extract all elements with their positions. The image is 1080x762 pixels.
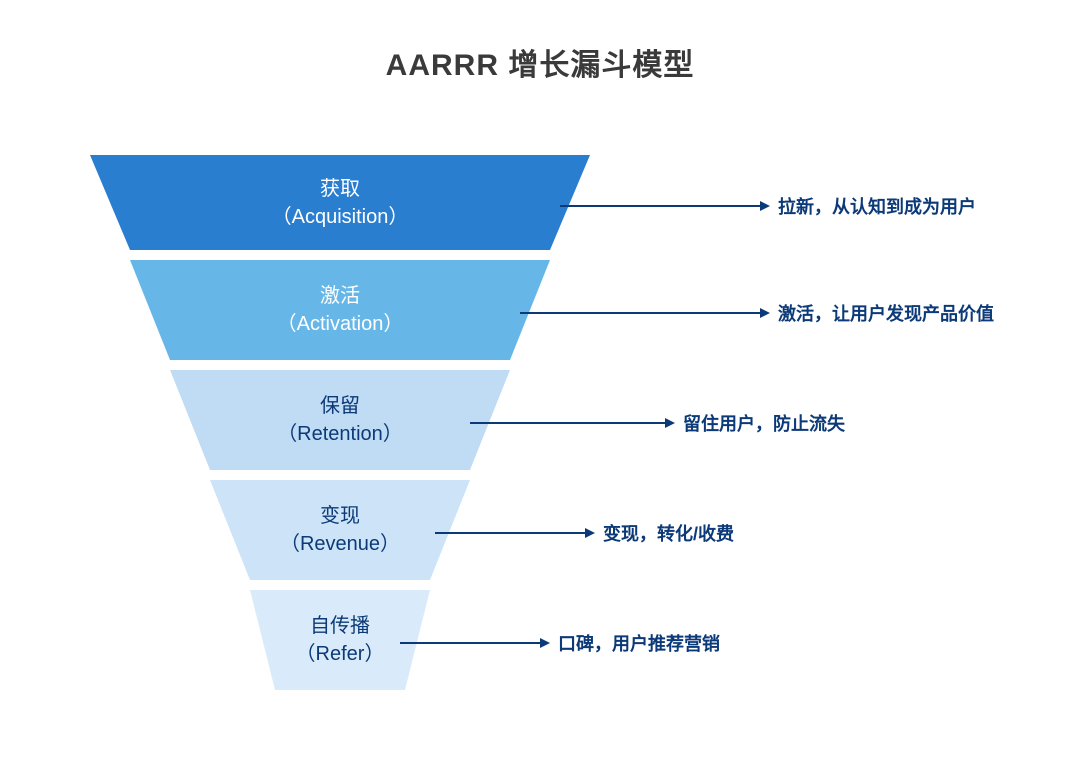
- annotation-text: 激活，让用户发现产品价值: [778, 300, 994, 326]
- annotation-row-3: 变现，转化/收费: [435, 520, 734, 546]
- funnel-stage-0: 获取（Acquisition）: [90, 155, 590, 250]
- funnel-stage-label-cn: 获取: [272, 175, 409, 203]
- funnel-stage-label-en: （Revenue）: [280, 530, 400, 558]
- funnel-stage-label-en: （Retention）: [277, 420, 403, 448]
- annotation-row-1: 激活，让用户发现产品价值: [520, 300, 994, 326]
- annotation-row-4: 口碑，用户推荐营销: [400, 630, 720, 656]
- funnel-stage-label: 变现（Revenue）: [280, 502, 400, 558]
- diagram-title: AARRR 增长漏斗模型: [0, 0, 1080, 84]
- annotation-line: [560, 205, 760, 207]
- annotation-line: [400, 642, 540, 644]
- funnel-stage-1: 激活（Activation）: [90, 260, 590, 360]
- arrow-right-icon: [540, 638, 550, 648]
- annotation-text: 拉新，从认知到成为用户: [778, 193, 976, 219]
- annotation-row-2: 留住用户，防止流失: [470, 410, 845, 436]
- funnel-stage-label: 自传播（Refer）: [296, 612, 385, 668]
- annotation-text: 留住用户，防止流失: [683, 410, 845, 436]
- annotation-row-0: 拉新，从认知到成为用户: [560, 193, 976, 219]
- funnel-stage-label-cn: 变现: [280, 502, 400, 530]
- funnel-stage-label-en: （Acquisition）: [272, 203, 409, 231]
- funnel-stage-label-cn: 激活: [277, 282, 404, 310]
- arrow-right-icon: [760, 201, 770, 211]
- funnel-stage-label-cn: 自传播: [296, 612, 385, 640]
- arrow-right-icon: [665, 418, 675, 428]
- annotation-line: [435, 532, 585, 534]
- annotation-line: [470, 422, 665, 424]
- annotation-text: 变现，转化/收费: [603, 520, 734, 546]
- annotation-line: [520, 312, 760, 314]
- funnel-stage-label-en: （Activation）: [277, 310, 404, 338]
- arrow-right-icon: [585, 528, 595, 538]
- annotation-text: 口碑，用户推荐营销: [558, 630, 720, 656]
- funnel-stage-label-cn: 保留: [277, 392, 403, 420]
- funnel-stage-label: 获取（Acquisition）: [272, 175, 409, 231]
- funnel-stage-label: 激活（Activation）: [277, 282, 404, 338]
- funnel-stage-label: 保留（Retention）: [277, 392, 403, 448]
- arrow-right-icon: [760, 308, 770, 318]
- funnel-stage-label-en: （Refer）: [296, 640, 385, 668]
